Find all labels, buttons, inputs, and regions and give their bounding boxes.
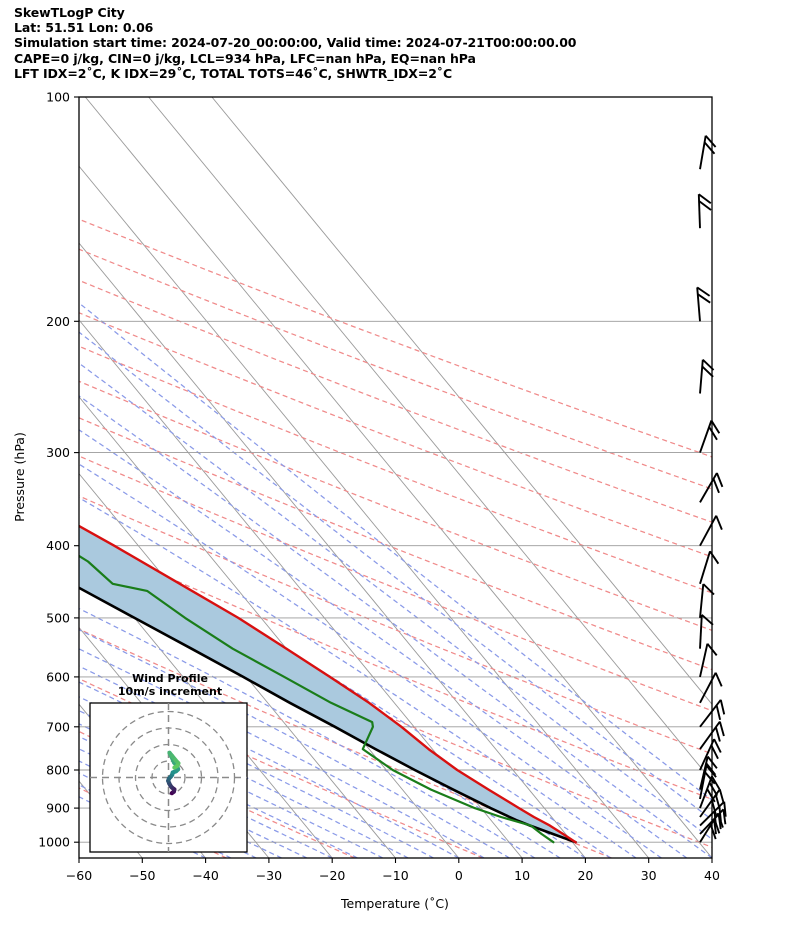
x-tick-label: 30 xyxy=(641,868,657,883)
y-tick-label: 800 xyxy=(46,763,70,778)
y-tick-label: 500 xyxy=(46,610,70,625)
header-indices: LFT IDX=2˚C, K IDX=29˚C, TOTAL TOTS=46˚C… xyxy=(14,65,453,81)
hodograph-trace xyxy=(166,750,181,796)
x-tick-label: 40 xyxy=(704,868,720,883)
x-tick-label: −60 xyxy=(66,868,92,883)
x-tick-label: 0 xyxy=(455,868,463,883)
x-tick-label: −20 xyxy=(319,868,345,883)
y-tick-label: 200 xyxy=(46,314,70,329)
y-tick-label: 400 xyxy=(46,538,70,553)
hodograph-title-line1: Wind Profile xyxy=(132,672,208,685)
header-text-block: SkewTLogP City Lat: 51.51 Lon: 0.06 Simu… xyxy=(14,5,784,81)
header-cape: CAPE=0 j/kg, CIN=0 j/kg, LCL=934 hPa, LF… xyxy=(14,50,476,66)
temperature-profile-line xyxy=(79,524,577,844)
y-tick-label: 900 xyxy=(46,801,70,816)
y-axis-label: Pressure (hPa) xyxy=(12,432,27,522)
cape-shaded-region xyxy=(79,525,576,843)
y-tick-label: 100 xyxy=(46,90,70,105)
x-tick-label: −10 xyxy=(382,868,408,883)
y-tick-label: 700 xyxy=(46,719,70,734)
x-axis-label: Temperature (˚C) xyxy=(340,896,449,911)
header-title: SkewTLogP City xyxy=(14,5,125,20)
x-tick-label: −50 xyxy=(129,868,155,883)
x-tick-label: 10 xyxy=(514,868,530,883)
y-tick-label: 600 xyxy=(46,669,70,684)
y-tick-label: 300 xyxy=(46,445,70,460)
hodograph-inset: Wind Profile 10m/s increment xyxy=(89,672,248,853)
header-latlon: Lat: 51.51 Lon: 0.06 xyxy=(14,20,154,36)
x-tick-label: −40 xyxy=(192,868,218,883)
hodograph-title-line2: 10m/s increment xyxy=(118,685,222,698)
dewpoint-profile-line xyxy=(79,554,555,844)
x-tick-label: 20 xyxy=(577,868,593,883)
y-tick-label: 1000 xyxy=(38,835,70,850)
parcel-profile-line xyxy=(79,586,577,844)
x-axis-ticks: −60 −50 −40 −30 −20 −10 0 10 20 30 40 xyxy=(66,858,720,883)
x-tick-label: −30 xyxy=(256,868,282,883)
y-axis-ticks: 100 200 300 400 500 600 700 800 900 1000 xyxy=(38,90,79,850)
header-times: Simulation start time: 2024-07-20_00:00:… xyxy=(14,35,577,51)
